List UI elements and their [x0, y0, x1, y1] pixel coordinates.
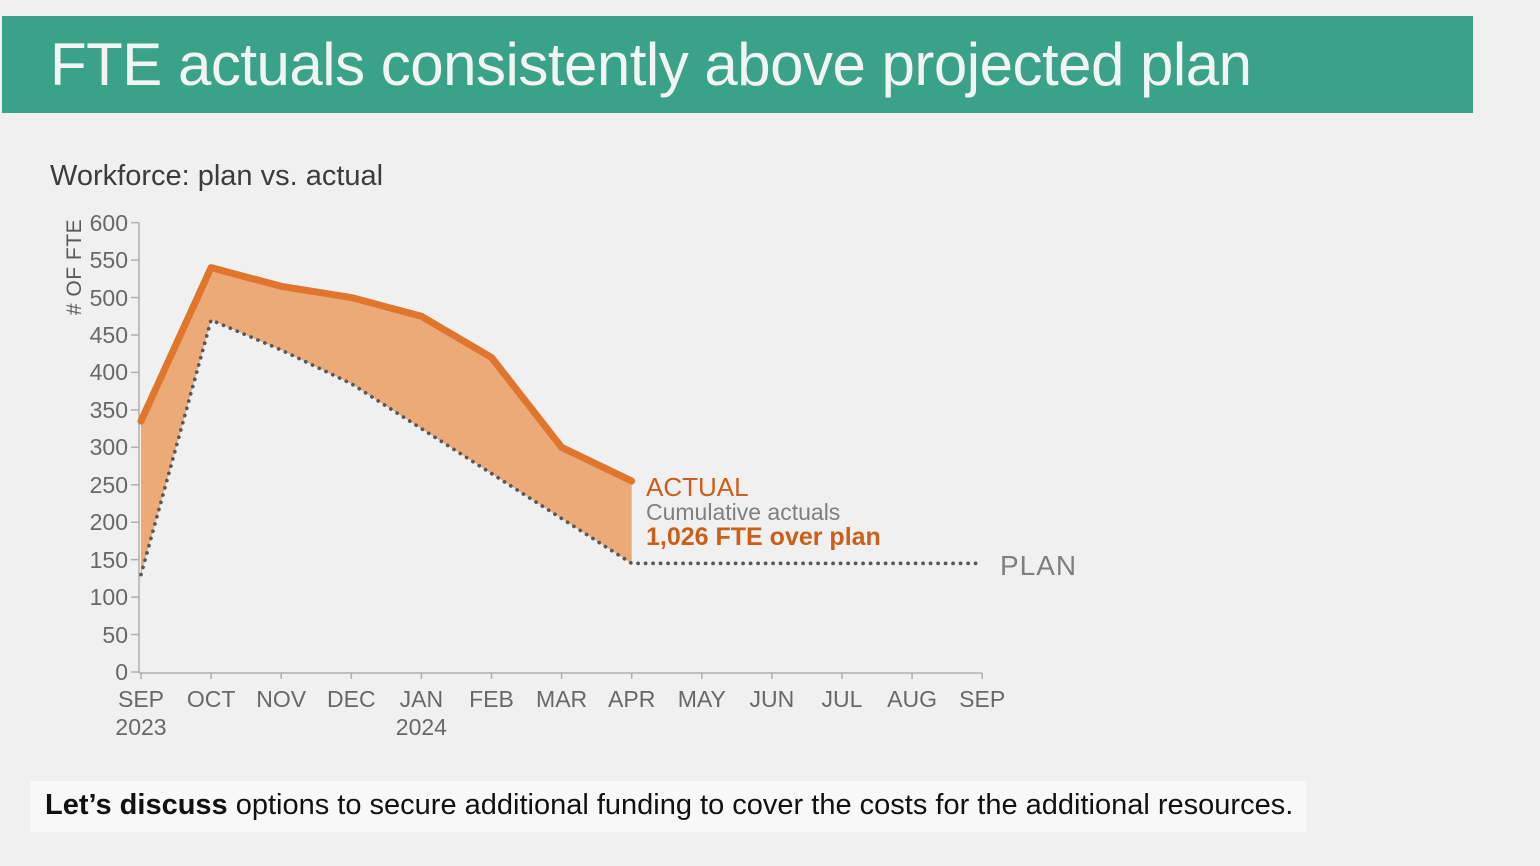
- x-axis-label: MAR: [536, 686, 588, 712]
- x-axis-label: DEC: [327, 686, 376, 712]
- y-axis-tick-label: 500: [89, 284, 128, 311]
- footer-rest-text: options to secure additional funding to …: [227, 789, 1294, 821]
- actual-series-label: ACTUAL: [646, 472, 749, 502]
- header-bar: FTE actuals consistently above projected…: [2, 16, 1473, 113]
- cumulative-actuals-label: Cumulative actuals: [646, 499, 841, 525]
- y-axis-tick-label: 550: [89, 247, 128, 274]
- x-axis-label: JUL: [821, 686, 863, 712]
- footer-text: Let’s discuss options to secure addition…: [30, 781, 1308, 832]
- y-axis-tick-label: 150: [89, 546, 128, 573]
- y-axis-tick-label: 400: [89, 359, 128, 386]
- y-axis-tick-label: 350: [89, 396, 128, 423]
- x-axis-label: AUG: [887, 686, 938, 712]
- y-axis-tick-label: 200: [89, 509, 128, 536]
- y-axis-tick-label: 250: [89, 471, 128, 498]
- x-axis-label: APR: [608, 686, 656, 712]
- plan-series-label: PLAN: [1000, 550, 1078, 581]
- actual-line: [137, 264, 636, 485]
- chart-title: Workforce: plan vs. actual: [50, 160, 384, 192]
- y-axis-tick-label: 100: [89, 584, 128, 611]
- x-axis-label: FEB: [469, 686, 514, 712]
- x-axis-label: JAN: [399, 686, 444, 712]
- y-axis-tick-label: 600: [89, 209, 128, 236]
- y-axis-tick-label: 450: [89, 321, 128, 348]
- y-axis-tick-label: 300: [89, 434, 128, 461]
- x-axis-label: OCT: [186, 686, 236, 712]
- x-axis-label: SEP: [959, 686, 1006, 712]
- footer-bold-text: Let’s discuss: [45, 789, 228, 821]
- fte-over-plan-label: 1,026 FTE over plan: [646, 523, 881, 551]
- y-axis-tick-label: 0: [115, 659, 128, 685]
- slide-title: FTE actuals consistently above projected…: [50, 31, 1252, 98]
- x-axis-year-label: 2024: [395, 714, 447, 740]
- x-axis-label: SEP: [117, 686, 165, 712]
- over-plan-fill-area: [141, 267, 632, 575]
- x-axis-label: JUN: [749, 686, 795, 712]
- y-axis-tick-label: 50: [102, 621, 128, 648]
- x-axis-label: MAY: [677, 686, 726, 712]
- x-axis-label: NOV: [256, 686, 307, 712]
- x-axis-year-label: 2023: [115, 714, 167, 740]
